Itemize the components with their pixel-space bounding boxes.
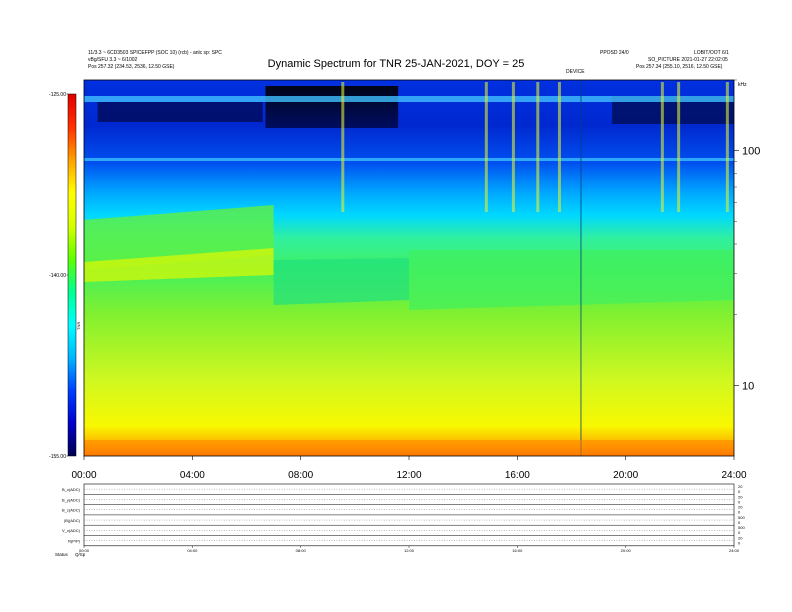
spectrum-area xyxy=(83,79,735,457)
bright-line xyxy=(84,158,734,161)
bottom-row-tick: 20 xyxy=(738,505,743,510)
bottom-row-tick: 500 xyxy=(738,515,745,520)
bottom-row-label: B_z(ADC) xyxy=(62,508,81,513)
x-tick-label: 24:00 xyxy=(721,470,746,481)
green-band xyxy=(273,258,409,305)
bottom-row-tick: 0 xyxy=(738,541,741,546)
header-pos-right: Pos 257.34 (255.10, 2516, 12.50 GSE) xyxy=(636,64,723,70)
bottom-row-tick: 0 xyxy=(738,489,741,494)
bottom-row-tick: 0 xyxy=(738,499,741,504)
bottom-row-label: |B|(ADC) xyxy=(64,518,81,523)
burst-streak xyxy=(725,82,729,212)
yellow-band xyxy=(84,248,274,282)
x-axis-ticks: 00:00 04:00 08:00 12:00 16:00 20:00 24:00 xyxy=(71,456,747,481)
bottom-x-tick-label: 04:00 xyxy=(187,548,198,553)
bottom-row-tick: 0 xyxy=(738,510,741,515)
colorbar xyxy=(67,93,77,457)
header-line-2: vBg/SFU 3.3 ~ 6/1002 xyxy=(88,57,138,63)
header-right-top: LOBIT/OOT 6/1 xyxy=(694,50,729,56)
colorbar-tick-label: -140.00 xyxy=(49,273,66,279)
bottom-x-tick-label: 12:00 xyxy=(404,548,415,553)
colorbar-tick-label: -125.00 xyxy=(49,92,66,98)
bottom-x-tick-label: 08:00 xyxy=(296,548,307,553)
chart-title: Dynamic Spectrum for TNR 25-JAN-2021, DO… xyxy=(267,58,525,70)
bottom-x-tick-label: 24:00 xyxy=(729,548,740,553)
x-tick-label: 04:00 xyxy=(180,470,205,481)
bright-line xyxy=(84,96,734,102)
bottom-row-tick: 0 xyxy=(738,530,741,535)
burst-streak xyxy=(677,82,681,212)
y-tick-label: 100 xyxy=(742,146,760,158)
burst-streak xyxy=(511,82,515,212)
dark-band xyxy=(97,102,263,122)
x-tick-label: 12:00 xyxy=(396,470,421,481)
x-tick-label: 20:00 xyxy=(613,470,638,481)
bottom-row-tick: 20 xyxy=(738,494,743,499)
event-tick-label: DEVICE xyxy=(566,69,585,75)
header-pos-left: Pos 257.32 (234.53, 2536, 12.50 GSE) xyxy=(88,64,175,70)
header-right-mid-left: PPOSD 24/0 xyxy=(600,50,629,56)
bottom-x-tick-label: 00:00 xyxy=(79,548,90,553)
burst-streak xyxy=(660,82,664,212)
bottom-row-label: B_y(ADC) xyxy=(62,497,81,502)
header-line-1: 11/3.3 ~ 6CD3503 SPICEFPP (SOC 10) (rcb)… xyxy=(88,50,222,56)
x-tick-label: 08:00 xyxy=(288,470,313,481)
colorbar-ticks: -125.00 -140.00 -155.00 xyxy=(49,92,68,460)
x-tick-label: 00:00 xyxy=(71,470,96,481)
header-right-mid: SO_PICTURE 2021-01-27 22:02:05 xyxy=(648,57,728,63)
bottom-row-tick: 0 xyxy=(738,520,741,525)
x-tick-label: 16:00 xyxy=(505,470,530,481)
y-axis-right-ticks: 100 10 xyxy=(734,79,760,392)
bottom-row-tick: 500 xyxy=(738,525,745,530)
bottom-row-label: N(P/P) xyxy=(68,539,81,544)
dark-band xyxy=(265,86,399,128)
bottom-row-label: B_x(ADC) xyxy=(62,487,81,492)
colorbar-tick-label: -155.00 xyxy=(49,454,66,460)
green-band xyxy=(409,250,734,310)
bottom-row-label: V_x(ADC) xyxy=(62,528,81,533)
bottom-hot-band xyxy=(84,440,734,456)
y-unit-label: kHz xyxy=(738,82,747,88)
bottom-row-tick: 20 xyxy=(738,484,743,489)
colorbar-label: TNR xyxy=(76,322,81,330)
bottom-panels: B_x(ADC)200B_y(ADC)200B_z(ADC)200|B|(ADC… xyxy=(62,483,745,553)
burst-streak xyxy=(484,82,488,212)
bottom-row-tick: 20 xyxy=(738,536,743,541)
burst-streak xyxy=(341,82,345,212)
burst-streak xyxy=(536,82,540,212)
footer-left: Status xyxy=(55,552,69,557)
burst-streak xyxy=(557,82,561,212)
bottom-x-tick-label: 20:00 xyxy=(621,548,632,553)
y-tick-label: 10 xyxy=(742,380,754,392)
footer-mid: Q/Sp xyxy=(75,552,86,557)
spectrum-features xyxy=(84,80,734,456)
bottom-x-tick-label: 16:00 xyxy=(512,548,523,553)
